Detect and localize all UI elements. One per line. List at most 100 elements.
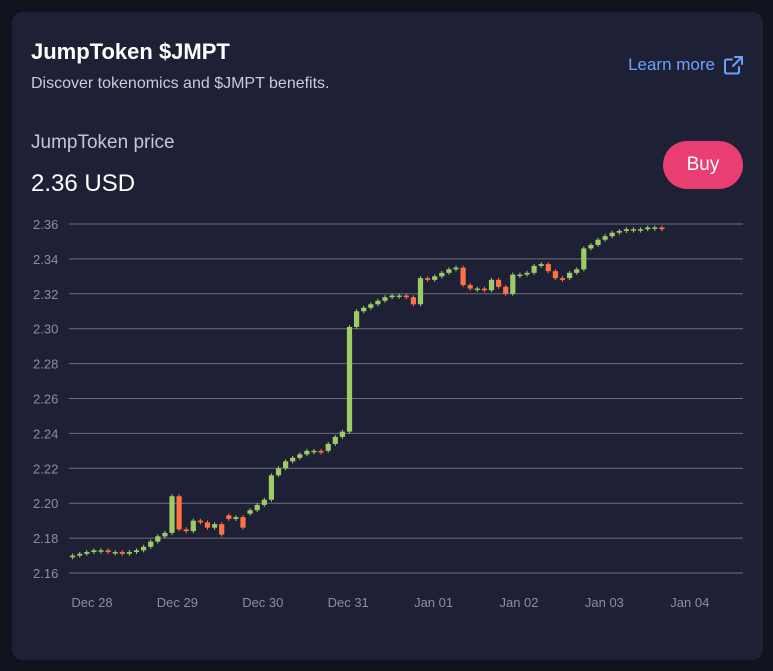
candle — [119, 552, 125, 554]
candle — [616, 230, 622, 233]
candle — [219, 524, 225, 535]
y-tick-label: 2.30 — [33, 322, 58, 337]
candle — [176, 496, 182, 530]
y-tick-label: 2.32 — [33, 287, 58, 302]
candle — [283, 461, 289, 469]
candle — [297, 454, 303, 458]
candle — [453, 267, 459, 270]
candle — [488, 279, 495, 291]
candle — [659, 227, 665, 230]
candle — [588, 244, 594, 249]
candle — [375, 300, 381, 305]
candle — [84, 552, 90, 554]
candle — [460, 267, 466, 286]
candle — [346, 326, 353, 432]
token-card: JumpToken $JMPT Discover tokenomics and … — [12, 12, 763, 660]
candle — [261, 499, 267, 505]
price-label: JumpToken price — [31, 132, 175, 153]
candle — [417, 278, 424, 305]
candle — [268, 475, 274, 500]
x-tick-label: Jan 03 — [585, 595, 624, 610]
candle — [332, 436, 338, 444]
candle — [368, 304, 374, 308]
candle — [169, 496, 175, 533]
x-tick-label: Dec 28 — [71, 595, 112, 610]
candle — [311, 450, 317, 453]
candle — [197, 520, 203, 523]
candle — [275, 468, 282, 476]
x-tick-label: Dec 29 — [157, 595, 198, 610]
candle — [254, 504, 260, 511]
candle — [212, 524, 218, 528]
candle — [496, 279, 502, 287]
candle — [531, 265, 537, 273]
candle — [552, 271, 558, 279]
page-subtitle: Discover tokenomics and $JMPT benefits. — [31, 75, 330, 92]
y-tick-label: 2.16 — [33, 566, 58, 581]
learn-more-link[interactable]: Learn more — [628, 54, 745, 76]
candle — [77, 553, 83, 556]
candle — [609, 232, 615, 237]
y-tick-label: 2.26 — [33, 392, 58, 407]
candle — [396, 295, 402, 297]
candle — [233, 517, 239, 519]
y-tick-label: 2.24 — [33, 426, 58, 441]
candle — [141, 546, 147, 551]
candle — [361, 307, 367, 312]
x-tick-label: Dec 30 — [242, 595, 283, 610]
candle — [517, 274, 523, 277]
candle — [446, 269, 452, 273]
candle — [98, 550, 104, 552]
candle — [403, 295, 409, 298]
candle — [602, 236, 608, 240]
candle — [538, 264, 544, 266]
candle — [226, 515, 232, 519]
candle — [467, 285, 473, 289]
candle — [559, 278, 566, 280]
candle — [389, 295, 395, 298]
y-tick-label: 2.20 — [33, 496, 58, 511]
candle — [325, 443, 331, 451]
candle — [425, 278, 431, 280]
buy-button[interactable]: Buy — [663, 141, 743, 189]
candle — [133, 550, 140, 553]
x-tick-label: Jan 01 — [414, 595, 453, 610]
x-tick-label: Jan 02 — [499, 595, 538, 610]
price-chart: 2.36 2.34 2.32 2.30 2.28 2.26 2.24 2.22 2.20 2.18… — [33, 217, 743, 610]
candle — [567, 272, 573, 279]
y-tick-label: 2.22 — [33, 461, 58, 476]
candle — [339, 431, 345, 437]
learn-more-label: Learn more — [628, 55, 715, 74]
candle — [304, 450, 310, 455]
y-tick-label: 2.34 — [33, 252, 58, 267]
candle — [162, 532, 168, 537]
candle — [112, 552, 118, 554]
candle — [481, 288, 487, 291]
y-tick-label: 2.18 — [33, 531, 58, 546]
candle — [410, 297, 416, 305]
candle — [638, 229, 644, 231]
price-value: 2.36 USD — [31, 170, 136, 197]
candle — [630, 229, 637, 231]
candle — [439, 272, 445, 277]
candle — [240, 517, 246, 528]
candle — [474, 288, 480, 290]
candle — [623, 229, 629, 231]
candle — [148, 541, 154, 547]
candle — [318, 450, 324, 453]
candle — [510, 274, 516, 294]
candle — [574, 269, 580, 273]
candle — [581, 248, 587, 270]
candle — [432, 276, 438, 280]
y-tick-label: 2.28 — [33, 357, 58, 372]
candle — [652, 227, 658, 229]
candle — [503, 286, 509, 294]
external-link-icon — [723, 54, 745, 76]
x-tick-label: Jan 04 — [670, 595, 709, 610]
page-title: JumpToken $JMPT — [31, 39, 230, 64]
candle — [70, 555, 76, 558]
y-tick-label: 2.36 — [33, 217, 58, 232]
candle — [91, 550, 97, 553]
candle — [354, 311, 360, 327]
candle — [183, 529, 189, 532]
